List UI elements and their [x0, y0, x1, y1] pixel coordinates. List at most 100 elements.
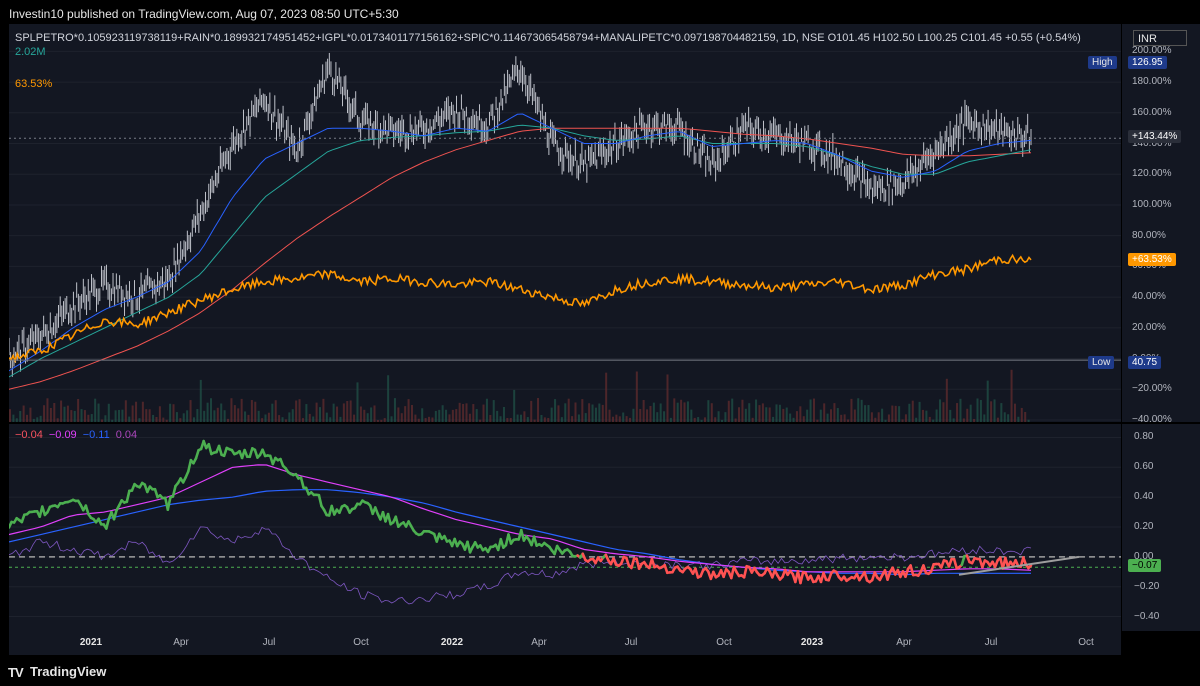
volume-bar	[629, 417, 632, 422]
volume-bar	[414, 414, 417, 422]
volume-bar	[489, 414, 492, 422]
time-axis-label: 2021	[79, 637, 103, 648]
price-tick-label: 140.00%	[1132, 137, 1172, 149]
oscillator-segment	[105, 517, 111, 530]
volume-bar	[921, 409, 924, 422]
volume-bar	[9, 409, 11, 422]
volume-bar	[26, 414, 29, 422]
volume-bar	[693, 417, 696, 422]
oscillator-segment	[624, 556, 631, 567]
volume-bar	[625, 416, 628, 422]
volume-bar	[840, 414, 843, 422]
time-axis[interactable]: 2021 Apr Jul Oct 2022 Apr Jul Oct 2023 Apr Jul Oct	[9, 631, 1121, 655]
volume-bar	[475, 409, 478, 422]
volume-bar	[550, 407, 553, 422]
price-pane[interactable]: SPLPETRO*0.105923119738119+RAIN*0.189932…	[9, 24, 1121, 422]
oscillator-segment	[222, 446, 229, 458]
volume-bar	[172, 404, 175, 422]
volume-bar	[962, 418, 965, 422]
volume-bar	[1007, 414, 1010, 422]
oscillator-chart[interactable]	[9, 424, 1121, 631]
volume-bar	[676, 402, 679, 422]
volume-bar	[884, 419, 887, 422]
oscillator-segment	[317, 493, 323, 508]
volume-bar	[686, 401, 689, 422]
volume-bar	[496, 410, 499, 422]
volume-bar	[816, 419, 819, 422]
time-axis-label: 2022	[440, 637, 464, 648]
oscillator-scale[interactable]: 0.80 0.60 0.40 0.20 0.00 −0.20 −0.40 −0.07	[1122, 424, 1200, 631]
volume-bar	[332, 403, 335, 422]
volume-bar	[397, 407, 400, 422]
volume-bar	[652, 402, 655, 422]
price-tick-label: 40.00%	[1132, 291, 1166, 303]
volume-bar	[90, 414, 93, 422]
oscillator-segment	[125, 489, 131, 504]
volume-bar	[281, 417, 284, 422]
volume-bar	[915, 417, 918, 422]
volume-bar	[83, 410, 86, 422]
volume-bar	[939, 399, 942, 422]
volume-bar	[312, 416, 315, 422]
currency-button[interactable]: INR	[1133, 30, 1187, 46]
volume-bar	[145, 409, 148, 422]
volume-bar	[77, 398, 80, 422]
volume-bar	[530, 400, 533, 422]
price-chart[interactable]	[9, 24, 1121, 422]
volume-bar	[523, 411, 526, 422]
osc-legend-value: −0.09	[48, 429, 77, 441]
price-tick-label: −40.00%	[1132, 414, 1172, 425]
volume-bar	[789, 413, 792, 422]
volume-bar	[901, 419, 904, 422]
volume-bar	[659, 403, 662, 422]
tradingview-logo-icon[interactable]: TV	[8, 665, 24, 680]
volume-bar	[847, 419, 850, 422]
volume-bar	[601, 404, 604, 422]
volume-bar	[598, 403, 601, 422]
time-axis-label: Oct	[353, 637, 369, 648]
volume-bar	[380, 419, 383, 422]
compare-line	[9, 253, 1032, 364]
price-tick-label: 180.00%	[1132, 76, 1172, 88]
volume-bar	[499, 416, 502, 422]
osc-tick-label: 0.80	[1134, 431, 1154, 443]
volume-bar	[370, 407, 373, 422]
volume-bar	[482, 404, 485, 422]
oscillator-pane[interactable]: −0.04 −0.09 −0.11 0.04	[9, 424, 1121, 631]
volume-bar	[284, 419, 287, 422]
brand-name[interactable]: TradingView	[30, 664, 107, 679]
volume-bar	[734, 418, 737, 422]
volume-bar	[581, 399, 584, 422]
volume-bar	[319, 407, 322, 422]
volume-bar	[216, 407, 219, 422]
volume-bar	[15, 418, 18, 422]
volume-bar	[60, 400, 63, 422]
volume-bar	[564, 403, 567, 422]
volume-bar	[36, 417, 39, 422]
oscillator-segment	[194, 448, 200, 460]
time-axis-label: Jul	[262, 637, 276, 648]
volume-bar	[107, 403, 110, 422]
volume-bar	[373, 405, 376, 422]
price-scale[interactable]: 200.00% 180.00% 160.00% 140.00% 120.00% 100.0…	[1088, 24, 1200, 425]
volume-bar	[881, 408, 884, 422]
time-axis-label: Oct	[1078, 637, 1094, 648]
volume-bar	[1027, 419, 1030, 422]
volume-bar	[100, 419, 103, 422]
volume-bar	[1013, 403, 1016, 422]
volume-bar	[663, 411, 666, 422]
volume-bar	[410, 405, 413, 422]
volume-bar	[267, 412, 270, 422]
volume-bar	[305, 404, 308, 422]
volume-bar	[169, 403, 172, 422]
volume-bar	[819, 409, 822, 422]
price-tick-label: 120.00%	[1132, 168, 1172, 180]
volume-bar	[656, 412, 659, 422]
oscillator-segment	[153, 487, 159, 499]
volume-bar	[714, 417, 717, 422]
volume-bar	[976, 398, 979, 422]
oscillator-segment	[663, 563, 669, 575]
volume-bar	[240, 398, 243, 422]
volume-bar	[472, 404, 475, 422]
oscillator-segment	[186, 458, 193, 473]
